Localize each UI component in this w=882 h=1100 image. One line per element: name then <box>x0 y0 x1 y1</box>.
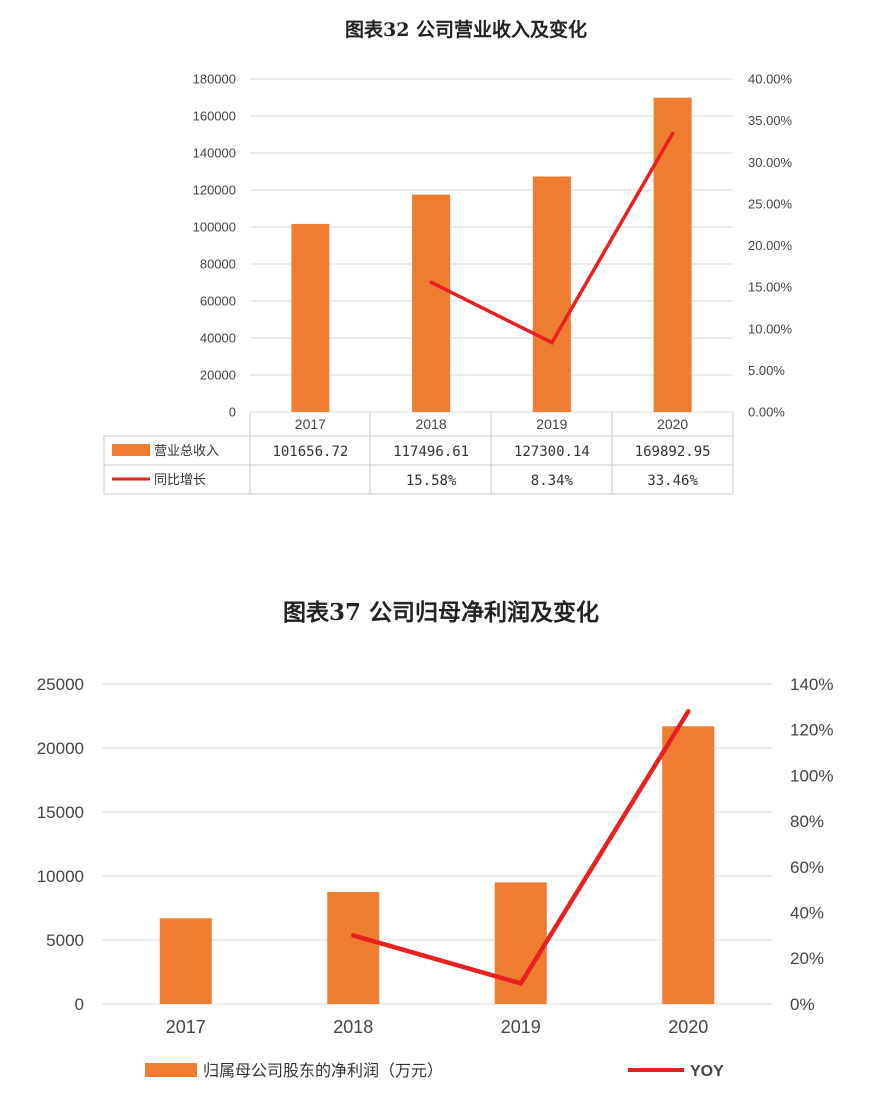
y-right-tick-label: 0% <box>790 995 815 1014</box>
legend-label-net-profit: 归属母公司股东的净利润（万元） <box>203 1061 443 1080</box>
table-cell-revenue: 101656.72 <box>272 444 348 460</box>
legend-swatch-revenue <box>112 444 150 456</box>
yoy-point-2020 <box>686 709 691 714</box>
chart2-title: 图表37 公司归母净利润及变化 <box>283 599 599 626</box>
x-tick-label: 2019 <box>501 1017 541 1037</box>
table-cell-revenue: 117496.61 <box>393 444 469 460</box>
legend-label-yoy: YOY <box>690 1063 724 1080</box>
table-cell-yoy: 15.58% <box>406 473 457 489</box>
legend-label-revenue: 营业总收入 <box>154 444 219 459</box>
y-left-tick-label: 20000 <box>37 739 84 758</box>
y-left-tick-label: 140000 <box>193 146 236 161</box>
y-right-tick-label: 40.00% <box>748 72 793 87</box>
y-right-tick-label: 140% <box>790 675 833 694</box>
y-right-tick-label: 25.00% <box>748 196 793 211</box>
yoy-point-2019 <box>550 340 554 345</box>
table-cell-revenue: 127300.14 <box>514 444 590 460</box>
y-right-tick-label: 5.00% <box>748 363 785 378</box>
table-cell-yoy: 8.34% <box>531 473 574 489</box>
x-tick-label: 2020 <box>668 1017 708 1037</box>
y-left-tick-label: 20000 <box>200 368 236 383</box>
y-right-tick-label: 10.00% <box>748 321 793 336</box>
y-left-tick-label: 10000 <box>37 867 84 886</box>
y-right-tick-label: 0.00% <box>748 405 785 420</box>
yoy-point-2018 <box>351 933 356 938</box>
bar-2017 <box>159 918 212 1004</box>
legend-swatch-net-profit <box>145 1063 197 1077</box>
y-left-tick-label: 5000 <box>46 931 84 950</box>
bar-2018 <box>327 892 380 1004</box>
bar-2017 <box>291 223 330 412</box>
yoy-point-2018 <box>429 280 433 285</box>
y-right-tick-label: 60% <box>790 858 824 877</box>
y-left-tick-label: 120000 <box>193 183 236 198</box>
table-cell-yoy: 33.46% <box>647 473 698 489</box>
legend: 归属母公司股东的净利润（万元） YOY <box>145 1061 724 1080</box>
x-tick-label: 2017 <box>295 416 326 432</box>
x-tick-label: 2018 <box>416 416 447 432</box>
y-right-tick-label: 20% <box>790 949 824 968</box>
yoy-point-2020 <box>670 131 675 136</box>
data-table: 2017 2018 2019 2020 营业总收入 同比增长 101656.72 117… <box>103 412 734 495</box>
x-tick-label: 2019 <box>536 416 567 432</box>
y-right-tick-label: 30.00% <box>748 155 793 170</box>
x-tick-label: 2018 <box>333 1017 373 1037</box>
y-right-tick-label: 20.00% <box>748 238 793 253</box>
bar-2019 <box>532 176 571 412</box>
yoy-point-2019 <box>518 981 523 986</box>
y-right-tick-label: 120% <box>790 721 833 740</box>
y-left-tick-label: 60000 <box>200 294 236 309</box>
y-left-tick-label: 180000 <box>193 72 236 87</box>
bar-2020 <box>662 726 715 1004</box>
x-tick-label: 2017 <box>166 1017 206 1037</box>
y-left-tick-label: 0 <box>75 995 84 1014</box>
y-right-tick-label: 100% <box>790 766 833 785</box>
table-cell-revenue: 169892.95 <box>635 444 711 460</box>
y-left-tick-label: 15000 <box>37 803 84 822</box>
y-left-tick-label: 160000 <box>193 109 236 124</box>
y-left-tick-label: 40000 <box>200 331 236 346</box>
legend-label-yoy: 同比增长 <box>154 473 206 488</box>
y-right-tick-label: 15.00% <box>748 280 793 295</box>
x-tick-label: 2020 <box>657 416 688 432</box>
y-left-tick-label: 0 <box>229 405 236 420</box>
y-right-tick-label: 35.00% <box>748 113 793 128</box>
chart1-title: 图表32 公司营业收入及变化 <box>345 18 587 41</box>
y-right-tick-label: 80% <box>790 812 824 831</box>
net-profit-chart: 图表37 公司归母净利润及变化 0 5000 10000 15000 20000 2500… <box>37 599 834 1080</box>
bar-2018 <box>412 194 451 412</box>
y-right-tick-label: 40% <box>790 904 824 923</box>
y-left-tick-label: 80000 <box>200 257 236 272</box>
revenue-chart: 图表32 公司营业收入及变化 0 20000 40000 60000 80000 1000… <box>103 18 793 495</box>
bar-2020 <box>653 97 692 412</box>
y-left-tick-label: 25000 <box>37 675 84 694</box>
y-left-tick-label: 100000 <box>193 220 236 235</box>
